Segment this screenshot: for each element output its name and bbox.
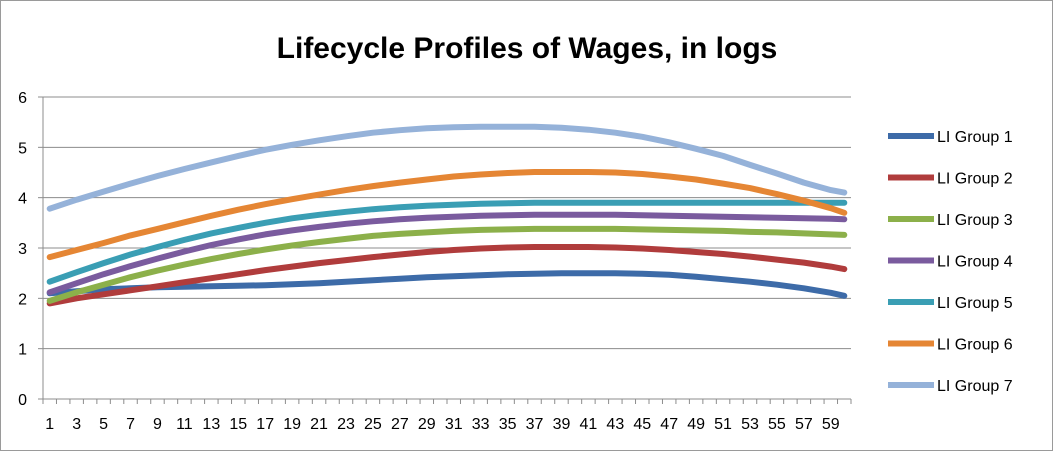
x-tick-label: 15	[229, 416, 247, 433]
y-tick-label: 4	[18, 191, 27, 208]
x-tick-label: 59	[822, 416, 840, 433]
legend-label-li-group-6: LI Group 6	[937, 337, 1013, 354]
legend-label-li-group-7: LI Group 7	[937, 378, 1013, 395]
x-tick-label: 9	[153, 416, 162, 433]
y-tick-label: 0	[18, 392, 27, 409]
legend-label-li-group-1: LI Group 1	[937, 129, 1013, 146]
x-tick-label: 3	[72, 416, 81, 433]
x-tick-label: 57	[795, 416, 813, 433]
series-line-li-group-3	[46, 225, 848, 304]
x-tick-label: 19	[283, 416, 301, 433]
series-line-li-group-5	[46, 199, 848, 285]
series-line-li-group-7	[46, 123, 848, 212]
x-tick-label: 23	[337, 416, 355, 433]
chart-title: Lifecycle Profiles of Wages, in logs	[277, 32, 778, 65]
x-tick-label: 49	[687, 416, 705, 433]
legend: LI Group 1 LI Group 2 LI Group 3 LI Group 4…	[888, 129, 1013, 395]
x-tick-label: 53	[741, 416, 759, 433]
legend-label-li-group-2: LI Group 2	[937, 171, 1013, 188]
x-tick-label: 35	[499, 416, 517, 433]
series-layer	[46, 123, 848, 307]
x-tick-label: 43	[606, 416, 624, 433]
series-line-li-group-1	[46, 270, 848, 299]
x-tick-label: 39	[553, 416, 571, 433]
y-tick-label: 6	[18, 90, 27, 107]
legend-label-li-group-4: LI Group 4	[937, 254, 1013, 271]
x-tick-label: 55	[768, 416, 786, 433]
y-tick-label: 2	[18, 291, 27, 308]
y-tick-label: 1	[18, 342, 27, 359]
x-tick-label: 51	[714, 416, 732, 433]
x-tick-label: 41	[580, 416, 598, 433]
x-tick-label: 13	[202, 416, 220, 433]
x-tick-label: 47	[660, 416, 678, 433]
x-tick-label: 45	[633, 416, 651, 433]
x-tick-label: 11	[176, 416, 193, 433]
x-tick-label: 29	[418, 416, 436, 433]
x-tick-label: 7	[126, 416, 135, 433]
x-tick-label: 37	[526, 416, 544, 433]
x-tick-label: 25	[364, 416, 382, 433]
x-tick-label: 5	[99, 416, 108, 433]
x-tick-label: 17	[256, 416, 274, 433]
series-line-li-group-6	[46, 169, 848, 261]
y-tick-label: 5	[18, 140, 27, 157]
legend-label-li-group-5: LI Group 5	[937, 295, 1013, 312]
x-tick-label: 21	[310, 416, 328, 433]
x-tick-label: 1	[45, 416, 54, 433]
x-tick-label: 33	[472, 416, 490, 433]
legend-label-li-group-3: LI Group 3	[937, 212, 1013, 229]
x-tick-label: 31	[445, 416, 463, 433]
series-line-li-group-2	[46, 244, 848, 307]
y-tick-label: 3	[18, 241, 27, 258]
x-tick-label: 27	[391, 416, 409, 433]
series-line-li-group-4	[46, 211, 848, 296]
